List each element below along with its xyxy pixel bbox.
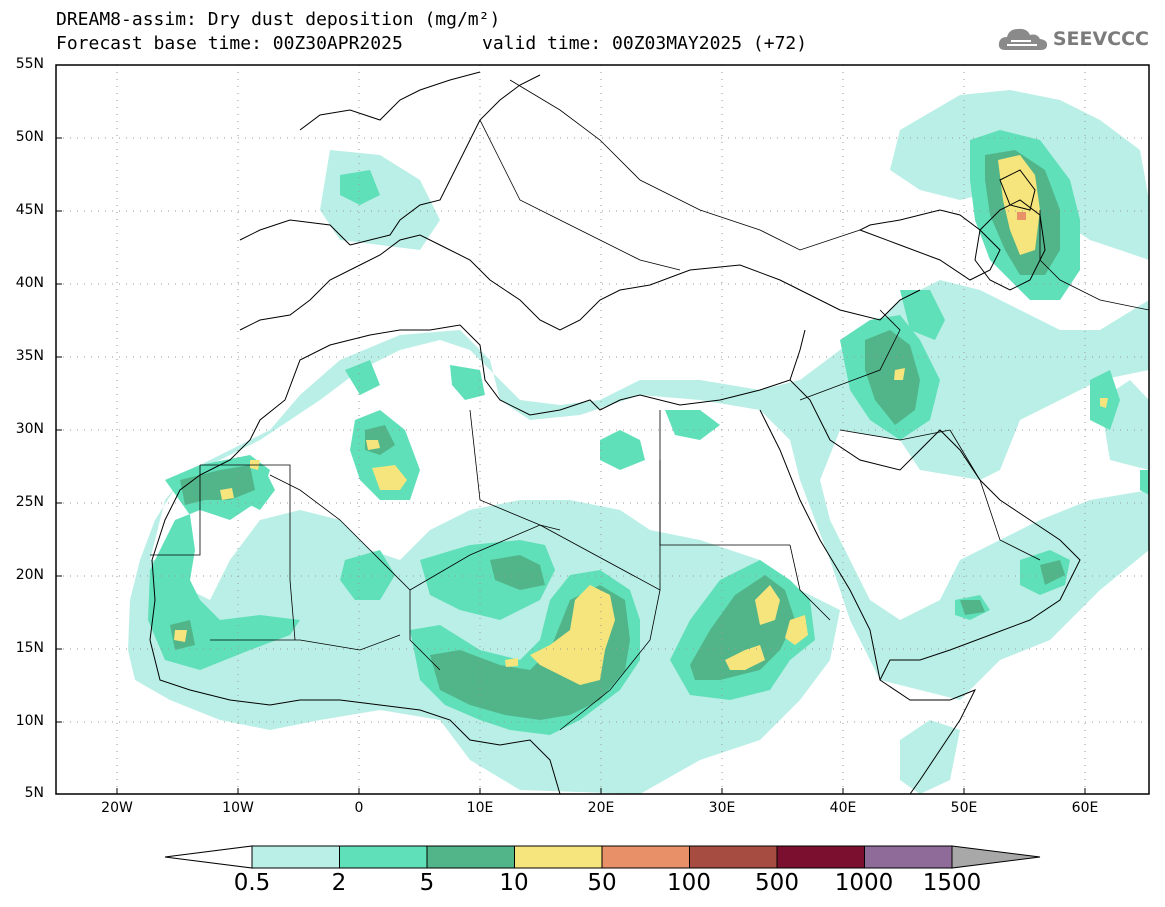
graticule: [56, 65, 1149, 794]
colorbar-swatch-2: [339, 845, 428, 869]
colorbar-swatch-4: [514, 845, 603, 869]
lon-label-20w: 20W: [101, 800, 133, 816]
lat-label-45n: 45N: [15, 202, 44, 218]
colorbar-label-0-5: 0.5: [233, 870, 271, 896]
lat-label-35n: 35N: [15, 348, 44, 364]
lat-label-50n: 50N: [15, 129, 44, 145]
lat-label-5n: 5N: [24, 785, 44, 801]
logo-text: SEEVCCC: [1052, 28, 1149, 50]
colorbar-label-10: 10: [499, 870, 529, 896]
lat-label-15n: 15N: [15, 640, 44, 656]
colorbar-label-100: 100: [667, 870, 711, 896]
colorbar-label-50: 50: [587, 870, 617, 896]
lon-label-0: 0: [354, 800, 364, 816]
colorbar: [164, 845, 1041, 869]
lon-label-30e: 30E: [708, 800, 736, 816]
colorbar-over-arrow: [951, 845, 1041, 869]
lon-label-10w: 10W: [222, 800, 254, 816]
coastlines: [149, 71, 1081, 794]
colorbar-swatch-7: [776, 845, 865, 869]
colorbar-label-500: 500: [755, 870, 799, 896]
lat-label-55n: 55N: [15, 56, 44, 72]
lat-label-20n: 20N: [15, 567, 44, 583]
forecast-base-time: Forecast base time: 00Z30APR2025: [56, 33, 403, 54]
lon-label-10e: 10E: [466, 800, 494, 816]
colorbar-swatch-3: [426, 845, 515, 869]
colorbar-swatch-8: [864, 845, 953, 869]
seevccc-logo: SEEVCCC: [997, 24, 1149, 54]
lon-label-50e: 50E: [950, 800, 978, 816]
lat-label-40n: 40N: [15, 275, 44, 291]
valid-time: valid time: 00Z03MAY2025 (+72): [482, 33, 808, 54]
dust-level-10: [174, 155, 1108, 685]
colorbar-label-1500: 1500: [922, 870, 982, 896]
colorbar-under-arrow: [164, 845, 253, 869]
dust-level-50: [1017, 212, 1026, 220]
cloud-icon: [998, 28, 1047, 50]
title-line-1: DREAM8-assim: Dry dust deposition (mg/m²…: [56, 9, 501, 30]
lon-label-60e: 60E: [1071, 800, 1099, 816]
country-borders: [150, 79, 1149, 731]
colorbar-swatch-6: [689, 845, 778, 869]
colorbar-label-5: 5: [419, 870, 435, 896]
colorbar-swatch-5: [601, 845, 690, 869]
lon-label-20e: 20E: [587, 800, 615, 816]
lat-label-10n: 10N: [15, 713, 44, 729]
lat-label-25n: 25N: [15, 494, 44, 510]
colorbar-label-1000: 1000: [834, 870, 894, 896]
colorbar-swatch-1: [251, 845, 340, 869]
lat-label-30n: 30N: [15, 421, 44, 437]
lon-label-40e: 40E: [829, 800, 857, 816]
colorbar-label-2: 2: [331, 870, 347, 896]
axis-ticks: [56, 64, 1086, 795]
